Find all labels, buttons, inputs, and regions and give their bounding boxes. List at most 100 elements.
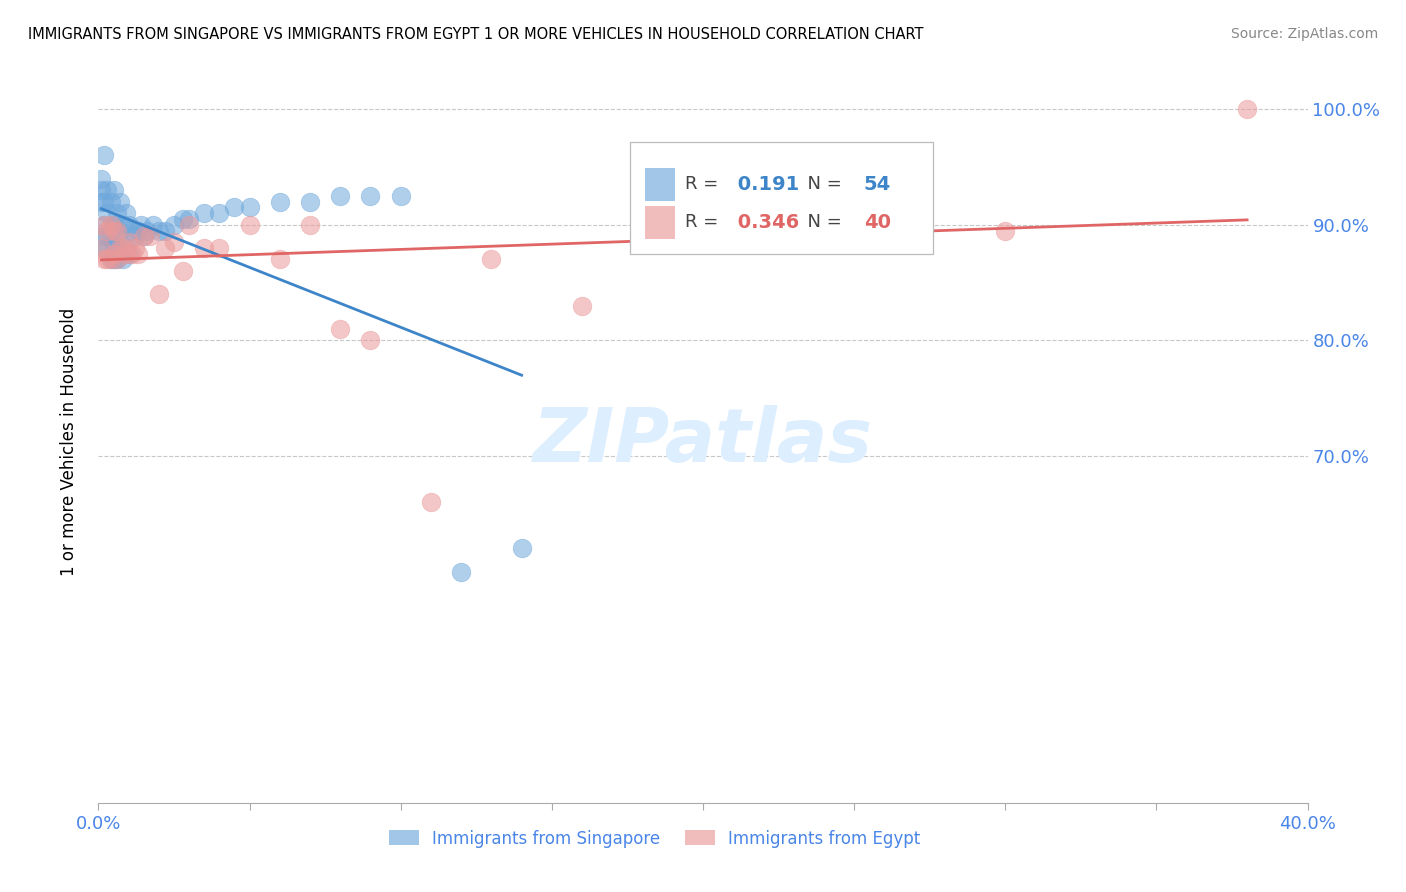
Point bbox=[193, 206, 215, 220]
Text: IMMIGRANTS FROM SINGAPORE VS IMMIGRANTS FROM EGYPT 1 OR MORE VEHICLES IN HOUSEHO: IMMIGRANTS FROM SINGAPORE VS IMMIGRANTS … bbox=[28, 27, 924, 42]
Point bbox=[129, 218, 152, 232]
Text: 0.191: 0.191 bbox=[731, 175, 799, 194]
Point bbox=[510, 541, 533, 556]
Point bbox=[96, 252, 118, 267]
Point bbox=[124, 241, 146, 255]
Point bbox=[118, 235, 141, 249]
Point bbox=[163, 218, 186, 232]
Point bbox=[148, 223, 170, 237]
Point bbox=[121, 223, 143, 237]
Point bbox=[844, 218, 866, 232]
Point bbox=[193, 241, 215, 255]
Point bbox=[93, 148, 115, 162]
Point bbox=[153, 241, 176, 255]
Point bbox=[108, 223, 131, 237]
Point bbox=[103, 246, 125, 260]
Point bbox=[93, 229, 115, 244]
Point bbox=[114, 241, 136, 255]
Point bbox=[661, 218, 683, 232]
Point bbox=[172, 264, 194, 278]
Point bbox=[132, 229, 155, 244]
Point bbox=[93, 218, 115, 232]
Point bbox=[105, 252, 128, 267]
Point bbox=[299, 218, 322, 232]
Point bbox=[100, 218, 122, 232]
Point bbox=[90, 194, 112, 209]
Bar bbox=[645, 168, 675, 201]
Text: Source: ZipAtlas.com: Source: ZipAtlas.com bbox=[1230, 27, 1378, 41]
Text: 54: 54 bbox=[863, 175, 891, 194]
Point bbox=[111, 241, 134, 255]
Point bbox=[132, 229, 155, 244]
Point bbox=[752, 223, 775, 237]
Point bbox=[96, 183, 118, 197]
Point bbox=[103, 183, 125, 197]
Point bbox=[360, 334, 382, 348]
Point bbox=[208, 241, 231, 255]
Point bbox=[142, 218, 165, 232]
Point bbox=[121, 246, 143, 260]
Point bbox=[172, 212, 194, 227]
Point bbox=[103, 223, 125, 237]
Point bbox=[127, 246, 149, 260]
Point bbox=[224, 201, 246, 215]
Text: R =: R = bbox=[685, 175, 724, 194]
Y-axis label: 1 or more Vehicles in Household: 1 or more Vehicles in Household bbox=[59, 308, 77, 575]
Point bbox=[148, 287, 170, 301]
Point bbox=[105, 252, 128, 267]
Point bbox=[114, 246, 136, 260]
Point bbox=[239, 218, 262, 232]
Point bbox=[269, 252, 291, 267]
Point bbox=[269, 194, 291, 209]
Point bbox=[163, 235, 186, 249]
Point bbox=[329, 189, 352, 203]
Point bbox=[103, 241, 125, 255]
Point bbox=[360, 189, 382, 203]
Point bbox=[1236, 102, 1258, 116]
Point bbox=[118, 218, 141, 232]
Point bbox=[105, 223, 128, 237]
Point bbox=[571, 299, 593, 313]
Point bbox=[420, 495, 443, 509]
Point bbox=[100, 252, 122, 267]
Bar bbox=[630, 142, 932, 253]
Point bbox=[139, 229, 162, 244]
Point bbox=[103, 218, 125, 232]
Point bbox=[90, 183, 112, 197]
Point bbox=[299, 194, 322, 209]
Point bbox=[93, 194, 115, 209]
Point bbox=[208, 206, 231, 220]
Text: N =: N = bbox=[796, 175, 848, 194]
Point bbox=[111, 218, 134, 232]
Point bbox=[118, 246, 141, 260]
Point bbox=[135, 223, 157, 237]
Point bbox=[93, 218, 115, 232]
Point bbox=[329, 322, 352, 336]
Bar bbox=[645, 206, 675, 238]
Point bbox=[153, 223, 176, 237]
Point bbox=[114, 206, 136, 220]
Point bbox=[450, 565, 472, 579]
Point bbox=[105, 206, 128, 220]
Point bbox=[994, 223, 1017, 237]
Legend: Immigrants from Singapore, Immigrants from Egypt: Immigrants from Singapore, Immigrants fr… bbox=[380, 822, 929, 856]
Point bbox=[100, 229, 122, 244]
Point bbox=[96, 223, 118, 237]
Point bbox=[111, 252, 134, 267]
Point bbox=[179, 218, 201, 232]
Point bbox=[481, 252, 503, 267]
Text: ZIPatlas: ZIPatlas bbox=[533, 405, 873, 478]
Text: 0.346: 0.346 bbox=[731, 213, 799, 232]
Point bbox=[108, 241, 131, 255]
Point bbox=[96, 241, 118, 255]
Point bbox=[239, 201, 262, 215]
Point bbox=[93, 241, 115, 255]
Point bbox=[179, 212, 201, 227]
Point bbox=[93, 252, 115, 267]
Point bbox=[108, 194, 131, 209]
Text: R =: R = bbox=[685, 213, 724, 231]
Point bbox=[127, 223, 149, 237]
Point bbox=[103, 252, 125, 267]
Point bbox=[100, 194, 122, 209]
Point bbox=[96, 229, 118, 244]
